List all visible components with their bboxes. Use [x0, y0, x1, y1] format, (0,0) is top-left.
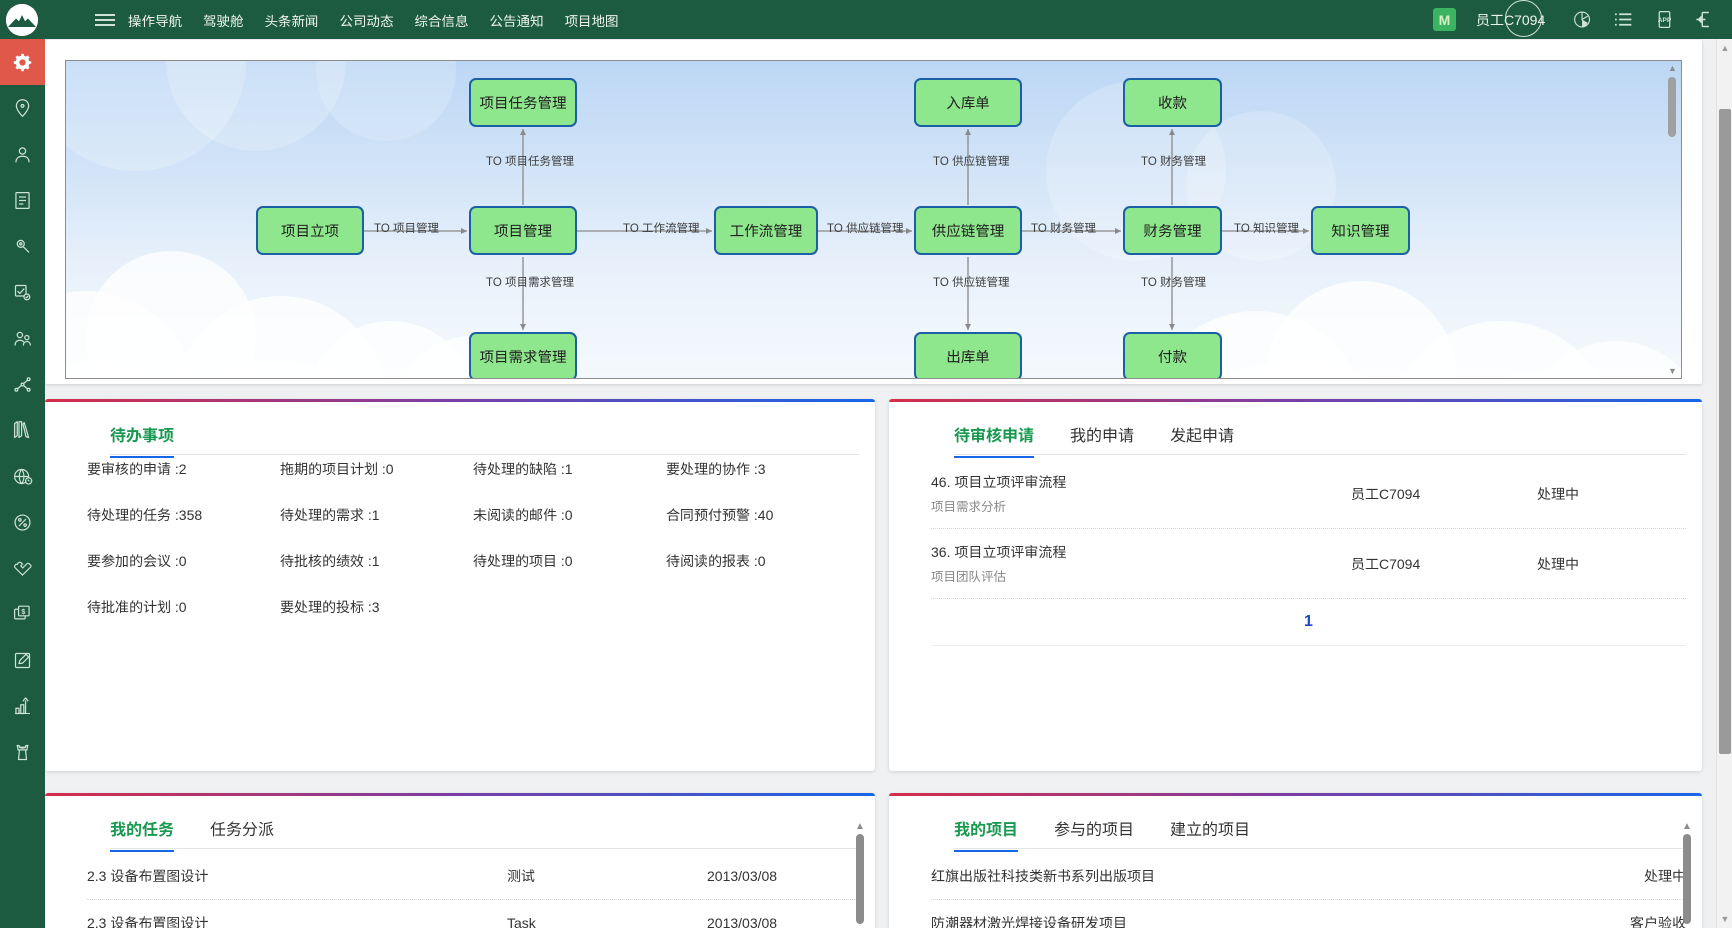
- svg-text:APP: APP: [1658, 17, 1672, 24]
- svg-text:$: $: [21, 609, 25, 616]
